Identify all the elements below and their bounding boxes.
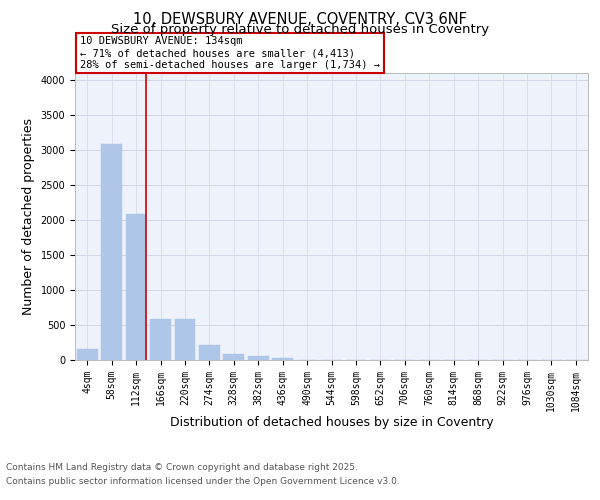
Text: 10 DEWSBURY AVENUE: 134sqm
← 71% of detached houses are smaller (4,413)
28% of s: 10 DEWSBURY AVENUE: 134sqm ← 71% of deta… <box>80 36 380 70</box>
Bar <box>199 344 220 360</box>
Text: 10, DEWSBURY AVENUE, COVENTRY, CV3 6NF: 10, DEWSBURY AVENUE, COVENTRY, CV3 6NF <box>133 12 467 28</box>
Bar <box>150 320 171 360</box>
Bar <box>125 214 146 360</box>
Bar <box>175 320 196 360</box>
Bar <box>248 356 269 360</box>
Text: Contains HM Land Registry data © Crown copyright and database right 2025.: Contains HM Land Registry data © Crown c… <box>6 464 358 472</box>
Bar <box>101 144 122 360</box>
Bar <box>77 350 98 360</box>
X-axis label: Distribution of detached houses by size in Coventry: Distribution of detached houses by size … <box>170 416 493 430</box>
Text: Size of property relative to detached houses in Coventry: Size of property relative to detached ho… <box>111 22 489 36</box>
Bar <box>223 354 244 360</box>
Y-axis label: Number of detached properties: Number of detached properties <box>22 118 35 315</box>
Bar <box>272 358 293 360</box>
Text: Contains public sector information licensed under the Open Government Licence v3: Contains public sector information licen… <box>6 477 400 486</box>
